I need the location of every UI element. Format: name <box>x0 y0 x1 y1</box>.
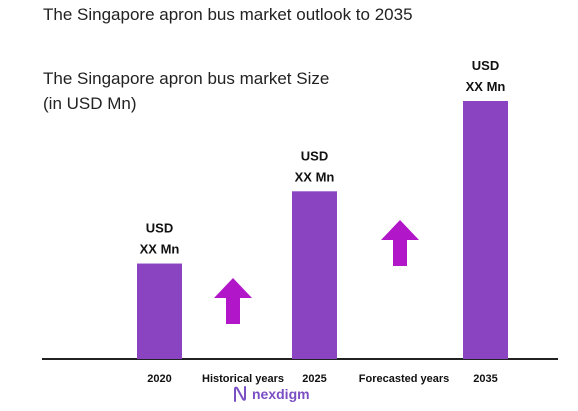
brand-logo: nexdigm <box>232 385 310 403</box>
brand-name: nexdigm <box>252 386 310 402</box>
data-label-2035-currency: USD <box>472 58 499 73</box>
data-label-2025-currency: USD <box>301 148 328 163</box>
x-tick-2025: 2025 <box>302 373 326 385</box>
bar-2035 <box>463 101 508 359</box>
data-label-2025-value: XX Mn <box>295 169 335 184</box>
bar-2020 <box>137 263 182 359</box>
data-label-2020-value: XX Mn <box>140 242 180 257</box>
chart-title: The Singapore apron bus market Size <box>43 69 330 88</box>
growth-arrow-up-icon-2 <box>381 220 419 266</box>
data-label-2035-value: XX Mn <box>466 79 506 94</box>
period-label-historical: Historical years <box>202 373 284 385</box>
bar-2025 <box>292 191 337 359</box>
period-label-forecasted: Forecasted years <box>359 373 450 385</box>
x-tick-2035: 2035 <box>473 373 497 385</box>
page-title: The Singapore apron bus market outlook t… <box>43 5 413 24</box>
x-tick-2020: 2020 <box>147 373 171 385</box>
data-label-2020-currency: USD <box>146 221 173 236</box>
chart-subtitle: (in USD Mn) <box>43 94 137 113</box>
growth-arrow-up-icon-1 <box>214 278 252 324</box>
nexdigm-logo-icon <box>234 386 246 402</box>
chart-title-block: The Singapore apron bus market Size (in … <box>43 66 329 116</box>
